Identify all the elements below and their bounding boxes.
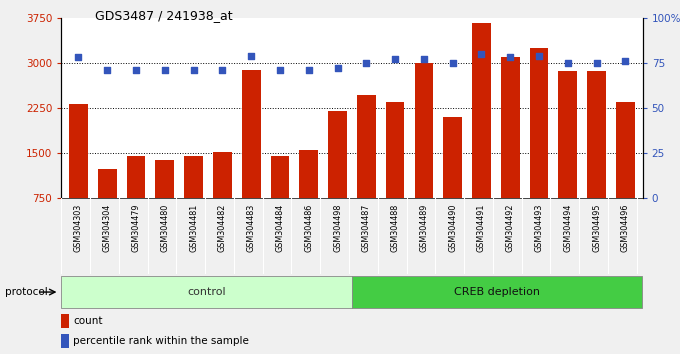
Point xyxy=(447,60,458,66)
Point xyxy=(562,60,573,66)
Point xyxy=(476,51,487,57)
Point xyxy=(390,56,401,62)
Text: GSM304492: GSM304492 xyxy=(506,204,515,252)
Bar xyxy=(501,57,520,244)
Text: GSM304303: GSM304303 xyxy=(74,204,83,252)
Bar xyxy=(558,71,577,244)
Point xyxy=(131,67,141,73)
Point xyxy=(73,55,84,60)
Bar xyxy=(271,155,289,244)
Bar xyxy=(61,314,69,328)
Text: GSM304493: GSM304493 xyxy=(534,204,543,252)
Text: protocol: protocol xyxy=(5,287,48,297)
Text: GSM304488: GSM304488 xyxy=(390,204,400,252)
Text: control: control xyxy=(187,287,226,297)
Bar xyxy=(61,276,352,308)
Bar xyxy=(184,156,203,244)
Bar xyxy=(61,334,69,348)
Text: GSM304483: GSM304483 xyxy=(247,204,256,252)
Bar xyxy=(472,23,491,244)
Text: GSM304486: GSM304486 xyxy=(304,204,313,252)
Point xyxy=(505,55,515,60)
Text: GSM304481: GSM304481 xyxy=(189,204,198,252)
Text: CREB depletion: CREB depletion xyxy=(454,287,540,297)
Point xyxy=(245,53,256,58)
Bar xyxy=(443,117,462,244)
Text: GSM304496: GSM304496 xyxy=(621,204,630,252)
Bar xyxy=(156,160,174,244)
Point xyxy=(303,67,314,73)
Point xyxy=(159,67,170,73)
Point xyxy=(620,58,631,64)
Text: GSM304490: GSM304490 xyxy=(448,204,457,252)
Text: GSM304498: GSM304498 xyxy=(333,204,342,252)
Text: percentile rank within the sample: percentile rank within the sample xyxy=(73,336,250,346)
Bar xyxy=(386,102,405,244)
Point xyxy=(332,65,343,71)
Text: GSM304494: GSM304494 xyxy=(563,204,573,252)
Point xyxy=(217,67,228,73)
Text: GSM304487: GSM304487 xyxy=(362,204,371,252)
Point xyxy=(102,67,113,73)
Text: count: count xyxy=(73,316,103,326)
Point xyxy=(534,53,545,58)
Point xyxy=(275,67,286,73)
Bar xyxy=(616,102,634,244)
Text: GSM304491: GSM304491 xyxy=(477,204,486,252)
Bar xyxy=(588,71,606,244)
Text: GSM304484: GSM304484 xyxy=(275,204,284,252)
Text: GSM304495: GSM304495 xyxy=(592,204,601,252)
Bar xyxy=(69,104,88,244)
Bar xyxy=(530,48,548,244)
Point xyxy=(418,56,429,62)
Bar xyxy=(328,111,347,244)
Bar xyxy=(415,63,433,244)
Text: GDS3487 / 241938_at: GDS3487 / 241938_at xyxy=(95,9,233,22)
Bar xyxy=(352,276,643,308)
Text: GSM304304: GSM304304 xyxy=(103,204,112,252)
Bar xyxy=(299,150,318,244)
Text: GSM304479: GSM304479 xyxy=(131,204,141,252)
Bar xyxy=(242,70,260,244)
Bar xyxy=(357,95,375,244)
Bar xyxy=(98,169,116,244)
Point xyxy=(591,60,602,66)
Text: GSM304480: GSM304480 xyxy=(160,204,169,252)
Bar xyxy=(126,155,146,244)
Text: GSM304489: GSM304489 xyxy=(420,204,428,252)
Text: GSM304482: GSM304482 xyxy=(218,204,227,252)
Point xyxy=(361,60,372,66)
Bar xyxy=(213,152,232,244)
Point xyxy=(188,67,199,73)
